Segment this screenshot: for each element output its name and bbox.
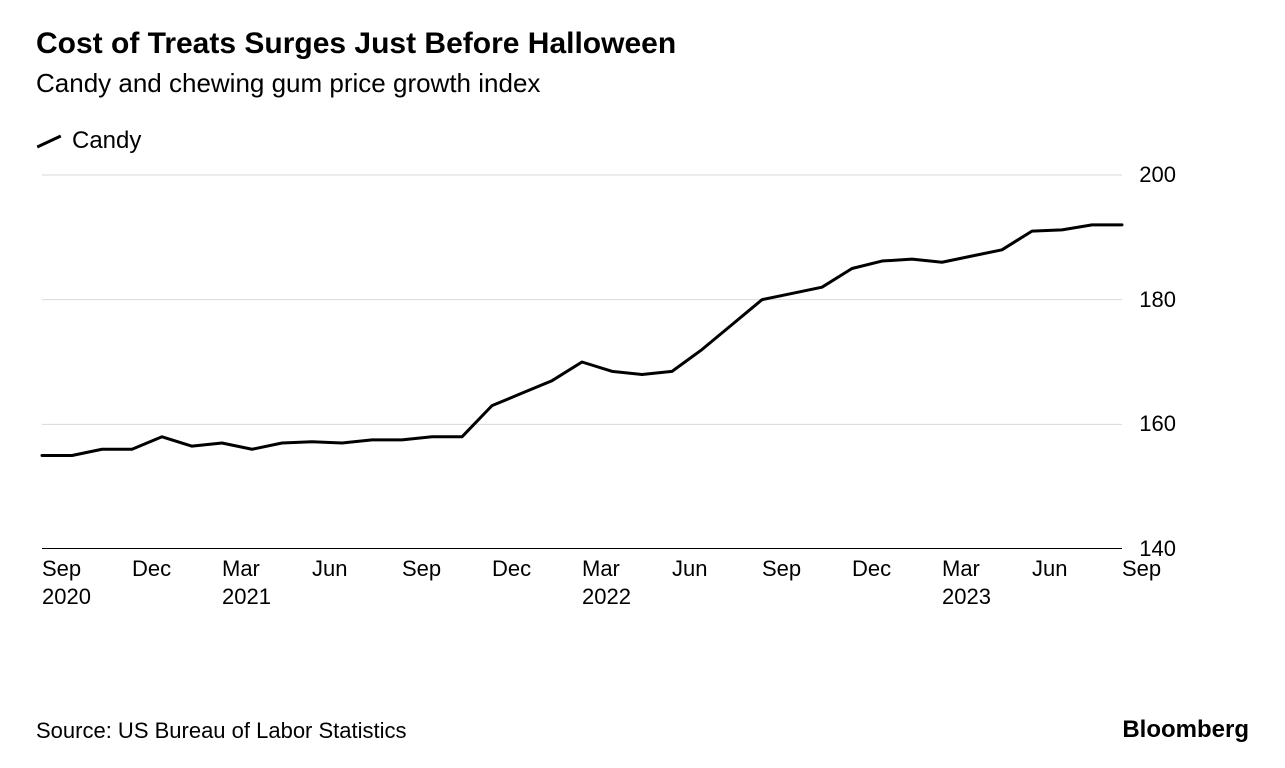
source-text: Source: US Bureau of Labor Statistics (36, 718, 407, 744)
x-tick-label: Dec (492, 555, 531, 583)
legend-label: Candy (72, 127, 141, 155)
y-tick-label: 180 (1139, 287, 1176, 313)
y-tick-label: 160 (1139, 411, 1176, 437)
x-tick-label: Sep (762, 555, 801, 583)
x-tick-label: Sep2020 (42, 555, 91, 610)
chart-title: Cost of Treats Surges Just Before Hallow… (36, 26, 1249, 62)
chart-plot-area: 140160180200 (36, 169, 1176, 549)
legend-swatch-icon (37, 134, 62, 148)
y-tick-label: 200 (1139, 162, 1176, 188)
x-axis-labels: Sep2020 Dec Mar2021 Jun Sep Dec Mar2022 Jun Sep D… (36, 555, 1176, 615)
line-chart-svg (36, 169, 1176, 549)
x-tick-label: Dec (852, 555, 891, 583)
x-tick-label: Mar2021 (222, 555, 271, 610)
chart-footer: Source: US Bureau of Labor Statistics Bl… (36, 716, 1249, 744)
x-tick-label: Jun (312, 555, 347, 583)
x-tick-label: Sep (402, 555, 441, 583)
x-tick-label: Mar2023 (942, 555, 991, 610)
legend: Candy (36, 127, 1249, 155)
brand-label: Bloomberg (1122, 716, 1249, 744)
x-tick-label: Jun (672, 555, 707, 583)
x-tick-label: Sep (1122, 555, 1161, 583)
x-tick-label: Mar2022 (582, 555, 631, 610)
y-axis-labels: 140160180200 (1122, 169, 1176, 549)
chart-subtitle: Candy and chewing gum price growth index (36, 68, 1249, 99)
x-tick-label: Jun (1032, 555, 1067, 583)
chart-container: Cost of Treats Surges Just Before Hallow… (0, 0, 1285, 768)
x-tick-label: Dec (132, 555, 171, 583)
